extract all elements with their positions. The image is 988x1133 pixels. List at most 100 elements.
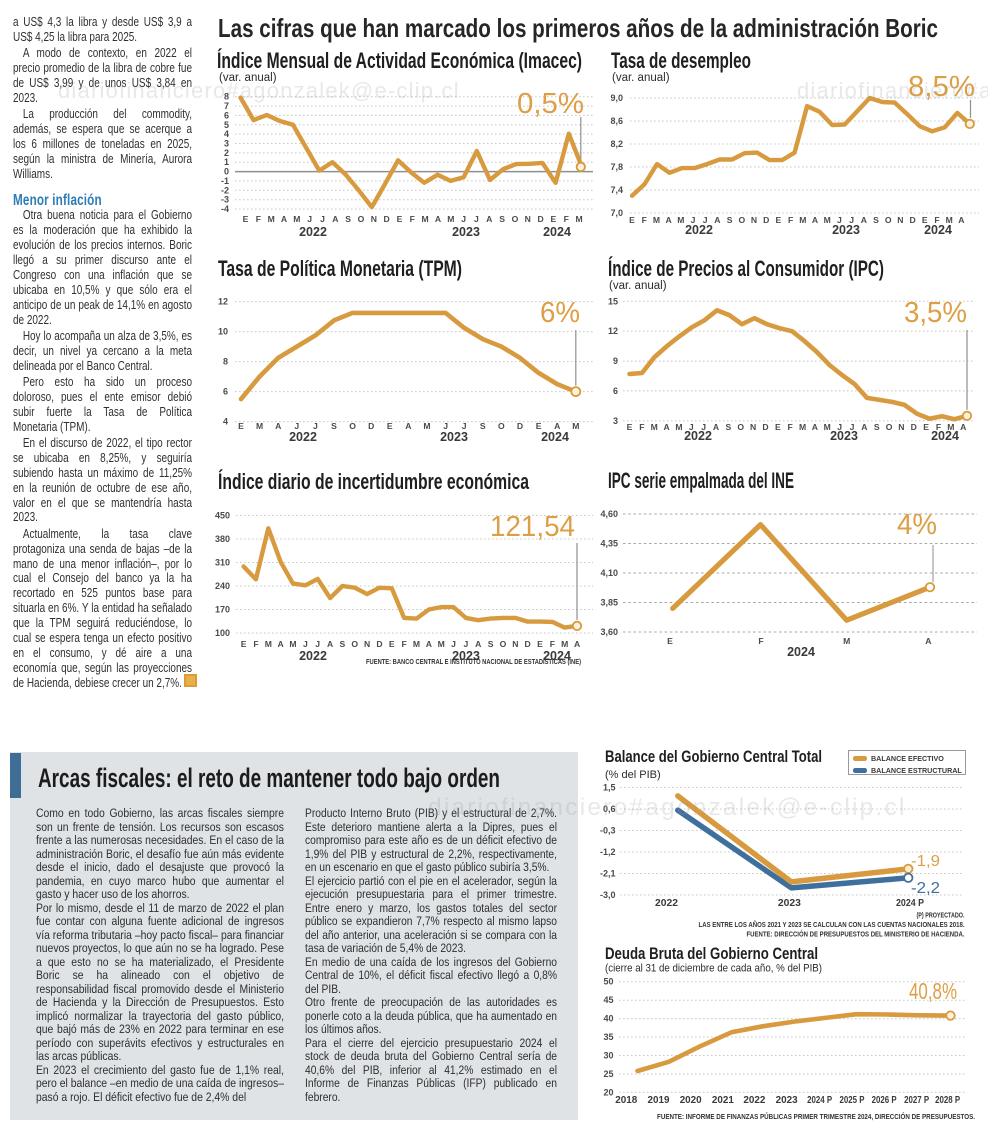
svg-text:J: J [451,639,456,649]
svg-text:8: 8 [224,92,229,102]
svg-text:9,0: 9,0 [610,93,623,103]
svg-text:380: 380 [215,534,230,544]
svg-text:D: D [384,214,390,224]
svg-text:A: A [275,421,281,431]
svg-text:E: E [629,215,635,225]
svg-text:N: N [750,422,756,432]
svg-text:D: D [911,422,917,432]
svg-text:2022: 2022 [684,429,712,443]
svg-text:S: S [727,215,733,225]
svg-text:E: E [627,422,633,432]
svg-text:F: F [256,214,261,224]
svg-text:7,4: 7,4 [610,185,623,195]
svg-text:Índice Mensual de Actividad Ec: Índice Mensual de Actividad Económica (I… [217,48,582,73]
svg-text:A: A [435,214,441,224]
svg-text:M: M [423,421,430,431]
svg-text:F: F [410,214,415,224]
svg-text:FUENTE: DIRECCIÓN DE PRESUPUES: FUENTE: DIRECCIÓN DE PRESUPUESTOS DEL MI… [747,930,965,939]
svg-text:35: 35 [603,1032,613,1042]
svg-text:M: M [575,214,582,224]
svg-text:Deuda Bruta del Gobierno Centr: Deuda Bruta del Gobierno Central [605,945,818,963]
svg-text:12: 12 [608,326,618,336]
svg-text:8,2: 8,2 [610,139,623,149]
svg-text:8,5%: 8,5% [908,71,975,103]
svg-text:2021: 2021 [712,1095,734,1106]
svg-text:F: F [758,636,763,646]
svg-text:M: M [653,215,660,225]
svg-text:Balance del Gobierno Central T: Balance del Gobierno Central Total [605,748,822,766]
svg-text:A: A [332,214,338,224]
svg-text:E: E [667,636,673,646]
svg-text:M: M [447,214,454,224]
svg-text:-0,3: -0,3 [600,826,616,836]
svg-text:-2: -2 [221,185,229,195]
svg-text:(var. anual): (var. anual) [609,280,667,292]
svg-text:12: 12 [218,297,228,307]
svg-text:2019: 2019 [648,1095,670,1106]
svg-text:O: O [500,639,507,649]
svg-text:O: O [885,215,892,225]
svg-text:J: J [307,214,312,224]
svg-text:(cierre al 31 de diciembre de: (cierre al 31 de diciembre de cada año, … [605,963,822,975]
svg-text:A: A [574,639,580,649]
svg-text:N: N [898,422,904,432]
svg-text:D: D [517,421,523,431]
svg-text:A: A [486,214,492,224]
svg-text:2023: 2023 [832,223,860,237]
svg-text:O: O [358,214,365,224]
svg-text:O: O [737,422,744,432]
svg-text:10: 10 [218,327,228,337]
svg-text:A: A [812,215,818,225]
svg-text:M: M [289,639,296,649]
svg-text:N: N [751,215,757,225]
svg-text:2024: 2024 [931,429,959,443]
svg-text:M: M [438,639,445,649]
svg-text:2022: 2022 [289,430,317,444]
svg-text:N: N [512,639,518,649]
svg-text:Arcas fiscales: el reto de man: Arcas fiscales: el reto de mantener todo… [38,763,500,793]
svg-text:2024: 2024 [543,225,571,239]
svg-text:6: 6 [223,387,228,397]
svg-text:2022: 2022 [299,649,327,663]
svg-text:-1: -1 [221,176,229,186]
svg-text:(var. anual): (var. anual) [612,72,670,84]
svg-text:E: E [243,214,249,224]
svg-text:(P) PROYECTADO.: (P) PROYECTADO. [917,913,965,920]
svg-text:IPC serie empalmada del INE: IPC serie empalmada del INE [608,468,794,493]
svg-text:M: M [947,422,954,432]
svg-text:J: J [315,639,320,649]
svg-text:J: J [443,421,448,431]
svg-text:O: O [738,215,745,225]
svg-text:2023: 2023 [778,897,801,909]
svg-text:2024 P: 2024 P [807,1095,832,1106]
svg-text:2018: 2018 [615,1095,637,1106]
svg-text:A: A [278,639,284,649]
svg-text:A: A [714,215,720,225]
svg-text:0: 0 [224,167,229,177]
svg-text:E: E [397,214,403,224]
svg-text:A: A [960,422,966,432]
svg-text:2028 P: 2028 P [935,1095,960,1106]
svg-text:25: 25 [603,1069,613,1079]
svg-text:F: F [564,214,569,224]
svg-text:M: M [799,422,806,432]
svg-text:100: 100 [215,628,230,638]
svg-text:J: J [849,215,854,225]
svg-text:E: E [241,639,247,649]
svg-text:4: 4 [223,417,228,427]
svg-text:-1,9: -1,9 [911,853,940,870]
svg-text:2022: 2022 [655,897,678,909]
svg-text:A: A [281,214,287,224]
svg-text:3,60: 3,60 [600,627,618,637]
svg-text:E: E [537,639,543,649]
svg-text:-3,0: -3,0 [600,890,616,900]
svg-text:310: 310 [215,557,230,567]
svg-text:E: E [387,421,393,431]
svg-text:M: M [946,215,953,225]
svg-text:15: 15 [608,296,618,306]
svg-text:-3: -3 [221,195,229,205]
svg-text:2022: 2022 [685,223,713,237]
svg-text:A: A [958,215,964,225]
svg-text:2023: 2023 [830,429,858,443]
svg-text:J: J [837,215,842,225]
